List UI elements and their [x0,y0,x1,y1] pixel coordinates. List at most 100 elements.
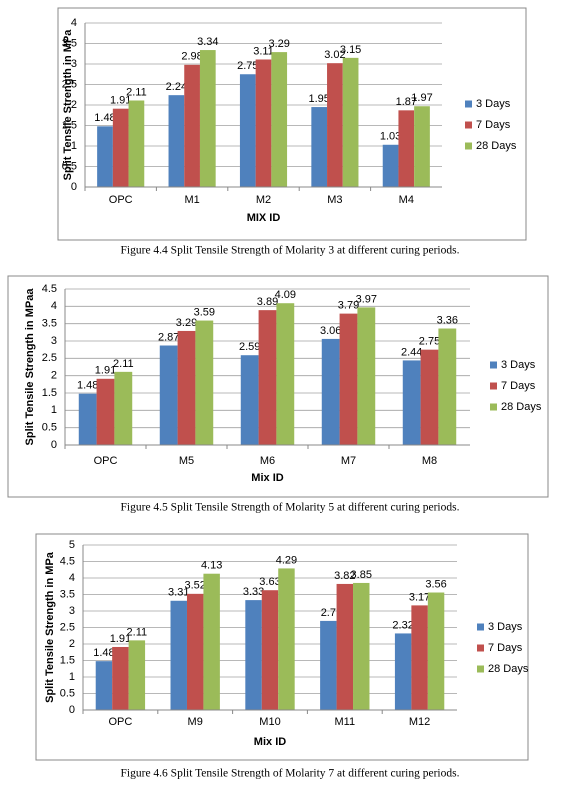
data-label: 2.32 [392,619,413,631]
bar [203,573,220,710]
legend-swatch [477,644,484,652]
data-label: 2.75 [419,336,440,348]
bar [339,313,358,445]
data-label: 3.82 [334,570,355,582]
bar [342,57,359,187]
x-tick-label: M12 [409,716,430,728]
bar [255,59,272,187]
bar [95,661,113,710]
data-label: 3.56 [425,578,446,590]
bar [170,600,187,710]
bar [96,378,115,445]
legend-swatch [490,403,497,411]
bar [112,646,129,710]
legend-label: 3 Days [476,98,511,110]
data-label: 1.91 [110,95,131,107]
legend-label: 28 Days [501,401,542,413]
data-label: 1.91 [95,365,116,377]
data-label: 1.97 [411,92,432,104]
legend-swatch [490,361,497,369]
data-label: 3.79 [338,300,359,312]
y-tick-label: 0.5 [62,160,77,172]
x-tick-label: M4 [399,194,414,206]
data-label: 3.89 [257,296,278,308]
bar [97,126,113,187]
y-tick-label: 0 [71,181,77,193]
data-label: 2.11 [113,358,134,370]
x-tick-label: M5 [179,455,194,467]
y-tick-label: 2 [69,638,75,650]
data-label: 2.98 [181,51,202,63]
figure-caption: Figure 4.6 Split Tensile Strength of Mol… [121,768,460,780]
y-tick-label: 3 [69,605,75,617]
legend-label: 3 Days [488,621,523,633]
legend-swatch [465,142,472,150]
y-tick-label: 0.5 [42,422,57,434]
bar [414,106,430,187]
bar [240,355,259,445]
data-label: 1.48 [94,112,115,124]
y-tick-label: 1 [51,404,57,416]
bar [168,95,185,187]
legend-swatch [465,100,472,108]
data-label: 1.48 [93,647,114,659]
y-tick-label: 4 [69,572,75,584]
x-tick-label: M7 [341,455,356,467]
data-label: 1.48 [77,380,98,392]
data-label: 1.91 [110,633,131,645]
data-label: 2.44 [401,346,422,358]
bar [271,52,288,187]
legend-label: 7 Days [488,642,523,654]
data-label: 4.09 [275,289,296,301]
legend-swatch [465,121,472,129]
bar [327,63,343,187]
chart-frame [7,275,549,498]
data-label: 2.75 [237,60,258,72]
y-tick-label: 2 [71,99,77,111]
y-tick-label: 4.5 [42,283,57,295]
bar [382,144,399,187]
data-label: 1.03 [380,131,401,143]
chart-frame [35,533,529,761]
legend-label: 28 Days [476,140,517,152]
bar [336,583,354,710]
data-label: 3.59 [194,306,215,318]
bar [199,50,216,188]
data-label: 3.15 [340,44,361,56]
data-label: 3.29 [268,38,289,50]
data-label: 3.33 [243,586,264,598]
x-tick-label: M11 [335,716,356,728]
y-tick-label: 2.5 [42,352,57,364]
x-tick-label: M3 [327,194,342,206]
bar [114,371,133,445]
bar [258,310,277,445]
x-axis-title: Mix ID [251,472,283,484]
bar [411,605,428,710]
y-tick-label: 3.5 [42,318,57,330]
data-label: 2.87 [158,331,179,343]
y-tick-label: 2 [51,370,57,382]
data-label: 3.02 [324,49,345,61]
x-tick-label: OPC [108,716,132,728]
bar [276,303,295,445]
data-label: 3.36 [437,314,458,326]
legend-swatch [477,665,484,673]
bar [184,64,200,187]
y-tick-label: 0.5 [60,687,75,699]
bar [398,110,415,187]
y-tick-label: 0 [69,704,75,716]
bar [394,633,412,710]
y-tick-label: 0 [51,439,57,451]
bar [353,582,370,710]
data-label: 3.17 [409,591,430,603]
y-axis-title: Split Tensile Strength in MPa [44,551,56,703]
y-tick-label: 1.5 [60,654,75,666]
bar [177,330,196,445]
data-label: 4.29 [276,554,297,566]
bar [112,108,129,187]
y-axis-title: Split Tensile Strength in MPa [62,29,74,181]
x-tick-label: M9 [188,716,203,728]
bar [159,345,178,445]
data-label: 3.29 [176,317,197,329]
bar [128,640,146,710]
